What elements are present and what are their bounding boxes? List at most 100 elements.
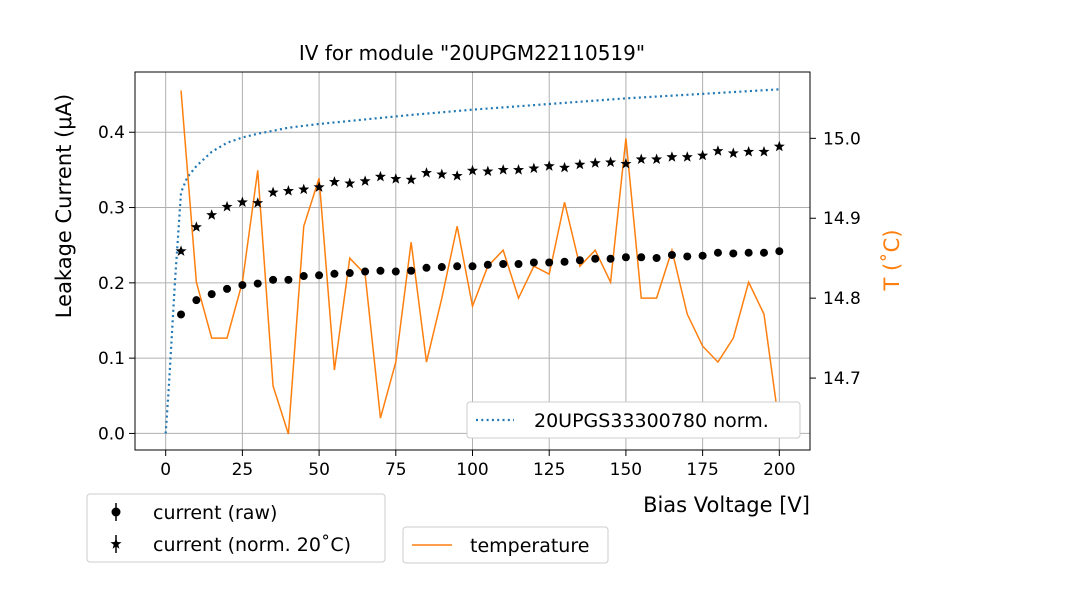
current-norm-point: [605, 156, 617, 168]
current-raw-point: [529, 258, 538, 267]
legend-current: current (raw) current (norm. 20˚C): [86, 493, 386, 563]
x-tick-label: 75: [385, 460, 407, 480]
current-norm-point: [298, 183, 310, 195]
current-norm-point: [405, 173, 417, 185]
current-raw-point: [284, 275, 293, 284]
current-raw-point: [422, 263, 431, 272]
current-raw-point: [269, 275, 278, 284]
current-norm-point: [743, 146, 755, 157]
current-raw-point: [407, 266, 416, 275]
current-raw-point: [637, 253, 646, 262]
current-norm-point: [635, 153, 647, 165]
current-norm-point: [451, 170, 463, 181]
current-norm-point: [528, 162, 540, 174]
current-raw-point: [299, 272, 308, 281]
x-tick-label: 175: [686, 460, 718, 480]
x-tick-label: 200: [763, 460, 795, 480]
current-raw-point: [499, 260, 508, 269]
current-raw-point: [729, 249, 738, 258]
current-norm-point: [282, 185, 294, 196]
legend-raw-label: current (raw): [153, 502, 277, 524]
current-norm-point: [175, 245, 187, 256]
current-norm-point: [436, 168, 448, 180]
legend-norm-label: current (norm. 20˚C): [153, 534, 351, 556]
y-axis-ticks: 0.0 0.1 0.2 0.3 0.4: [98, 123, 135, 444]
x-tick-label: 50: [308, 460, 330, 480]
y2-axis-ticks: 14.7 14.8 14.9 15.0: [810, 129, 861, 389]
x-tick-label: 25: [232, 460, 254, 480]
legend-temperature: temperature: [402, 526, 609, 564]
current-norm-point: [390, 173, 402, 184]
current-raw-point: [698, 251, 707, 260]
current-norm-point: [359, 175, 371, 186]
current-norm-point: [574, 158, 586, 170]
legend-temperature-label: temperature: [470, 535, 589, 557]
current-norm-point: [589, 157, 601, 168]
current-norm-series: [175, 140, 785, 256]
current-norm-point: [344, 177, 356, 189]
current-raw-point: [713, 248, 722, 257]
x-axis-ticks: 0 25 50 75 100 125 150 175 200: [160, 450, 796, 480]
current-raw-point: [606, 254, 615, 263]
current-raw-point: [545, 258, 554, 267]
current-raw-point: [514, 260, 523, 269]
legend-norm-marker: [110, 538, 122, 549]
current-norm-point: [328, 176, 340, 187]
current-raw-point: [207, 290, 216, 299]
current-raw-point: [775, 247, 784, 256]
y-tick-label: 0.2: [98, 274, 125, 294]
current-raw-point: [238, 281, 247, 290]
y2-tick-label: 14.8: [823, 289, 861, 309]
x-tick-label: 150: [610, 460, 642, 480]
current-raw-series: [177, 247, 784, 319]
current-raw-point: [652, 253, 661, 262]
current-norm-point: [681, 151, 693, 162]
current-raw-point: [223, 284, 232, 293]
current-norm-point: [190, 221, 202, 232]
x-axis-label: Bias Voltage [V]: [643, 493, 810, 517]
current-norm-point: [420, 167, 432, 178]
current-raw-point: [759, 248, 768, 257]
current-norm-point: [666, 151, 678, 162]
current-norm-point: [758, 146, 770, 157]
current-raw-point: [483, 260, 492, 269]
current-raw-point: [345, 269, 354, 278]
current-norm-point: [236, 196, 248, 207]
y-axis-label: Leakage Current (μA): [52, 94, 76, 318]
current-norm-point: [697, 149, 709, 161]
legend-raw-marker: [111, 507, 121, 517]
current-raw-point: [330, 269, 339, 278]
current-raw-point: [683, 252, 692, 261]
reference-line: [164, 88, 780, 434]
current-norm-point: [221, 200, 233, 212]
current-norm-point: [206, 209, 218, 220]
y2-tick-label: 14.9: [823, 209, 861, 229]
current-raw-point: [667, 250, 676, 259]
current-norm-point: [712, 145, 724, 156]
y-tick-label: 0.1: [98, 349, 125, 369]
current-norm-point: [497, 164, 509, 175]
current-raw-point: [453, 262, 462, 271]
current-raw-point: [744, 248, 753, 257]
current-raw-point: [575, 256, 584, 265]
current-norm-point: [651, 153, 663, 165]
legend-reference-label: 20UPGS33300780 norm.: [534, 410, 769, 432]
current-raw-point: [192, 296, 201, 305]
current-norm-point: [559, 161, 571, 173]
y2-axis-label: T (˚C): [880, 229, 904, 291]
y-tick-label: 0.4: [98, 123, 125, 143]
current-norm-point: [543, 160, 555, 171]
chart-title: IV for module "20UPGM22110519": [299, 41, 645, 65]
temperature-series-line: [180, 90, 781, 435]
y-tick-label: 0.3: [98, 199, 125, 219]
current-raw-point: [560, 257, 569, 266]
current-raw-point: [376, 266, 385, 275]
current-raw-point: [177, 310, 186, 319]
current-raw-point: [591, 254, 600, 263]
current-raw-point: [468, 262, 477, 271]
current-norm-point: [620, 158, 632, 169]
x-tick-label: 100: [456, 460, 488, 480]
current-norm-point: [313, 181, 325, 192]
x-tick-label: 125: [533, 460, 565, 480]
